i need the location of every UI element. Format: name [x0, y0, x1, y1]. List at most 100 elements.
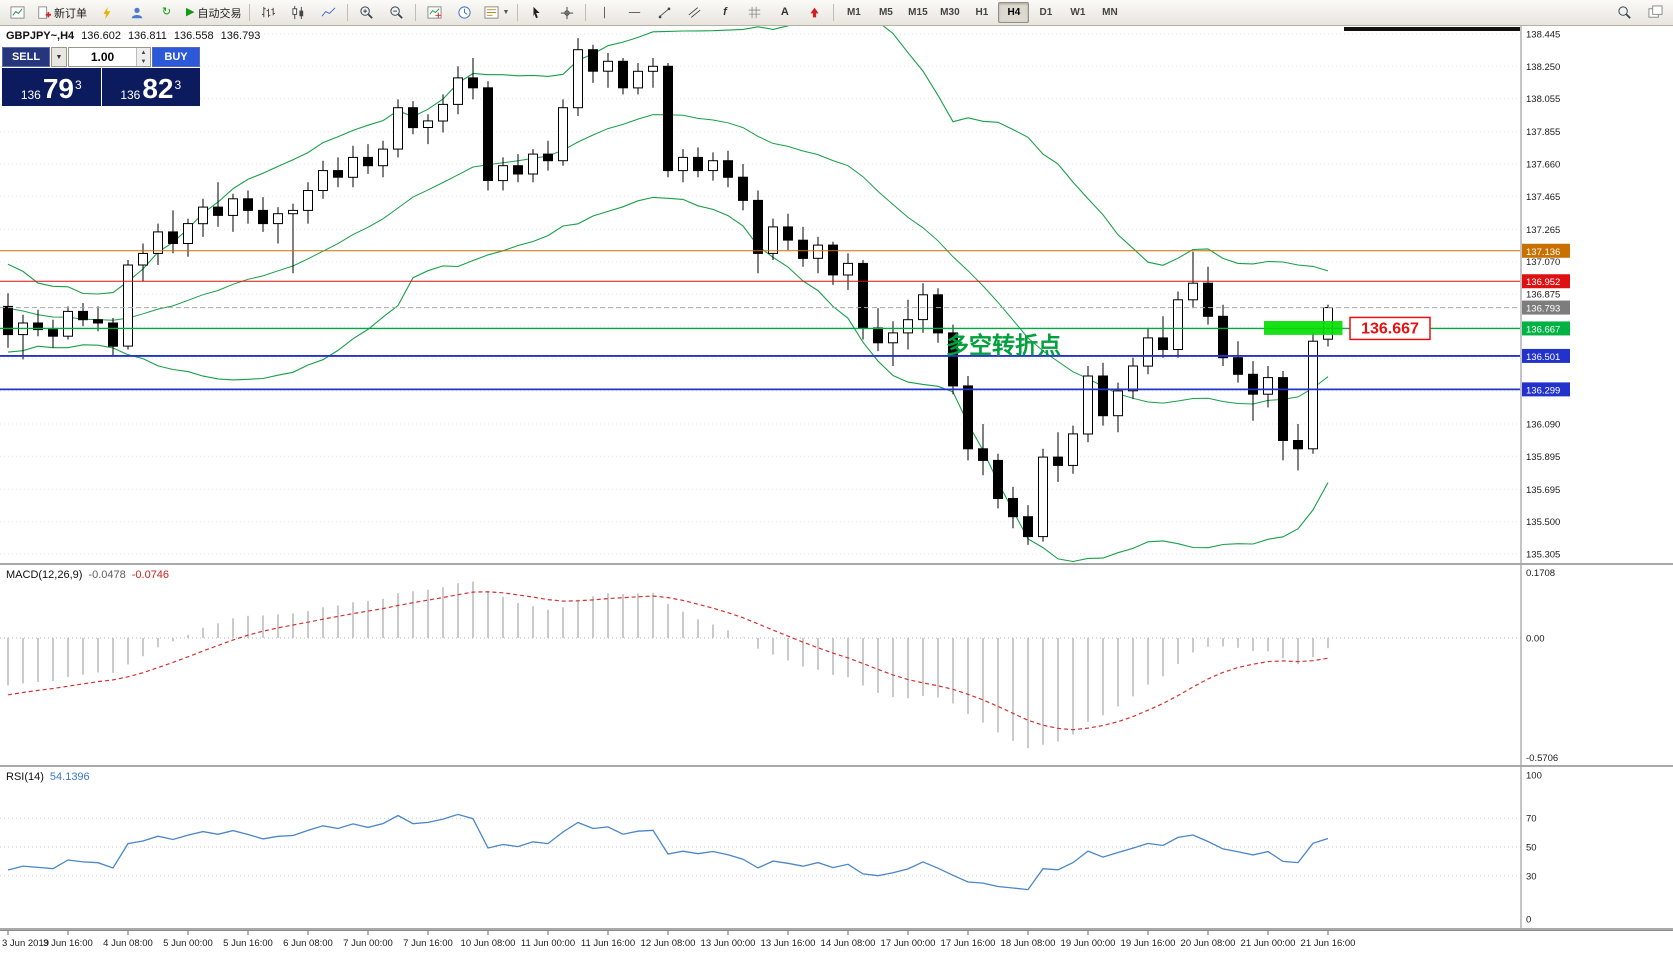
candle-body — [1053, 456, 1063, 466]
bid-big: 79 — [42, 73, 74, 105]
panel-splitter[interactable] — [0, 928, 1673, 930]
candle-body — [93, 319, 103, 324]
candle-body — [618, 60, 628, 89]
candle-body — [573, 49, 583, 109]
candle-body — [198, 206, 208, 225]
candle-body — [693, 156, 703, 172]
autotrading-label: 自动交易 — [197, 7, 242, 20]
fibonacci-tool[interactable]: f — [710, 1, 739, 24]
volume-field[interactable]: 1.00 ▲ ▼ — [68, 47, 151, 67]
arrows-tool[interactable] — [800, 1, 829, 24]
candle-body — [588, 49, 598, 72]
ask-small: 136 — [120, 88, 141, 102]
sell-button[interactable]: SELL — [2, 47, 50, 67]
timeframe-mn[interactable]: MN — [1102, 7, 1118, 18]
candle-body — [663, 65, 673, 172]
channel-icon — [688, 7, 701, 18]
rsi-panel[interactable]: 100 70 50 30 0 — [0, 767, 1673, 928]
data-window-button[interactable] — [1641, 1, 1670, 24]
trendline-tool[interactable] — [650, 1, 679, 24]
timeframe-m30[interactable]: M30 — [940, 7, 960, 18]
candle-body — [678, 156, 688, 172]
time-axis-label: 11 Jun 00:00 — [521, 938, 575, 949]
candle-body — [1293, 440, 1303, 450]
clock-icon — [458, 6, 472, 19]
periods-button[interactable] — [450, 1, 479, 24]
crosshair-tool-button[interactable] — [552, 1, 581, 24]
cursor-tool-button[interactable] — [522, 1, 551, 24]
spinner-up-icon[interactable]: ▲ — [137, 48, 150, 57]
candle-body — [798, 239, 808, 259]
zoom-out-icon — [390, 6, 404, 19]
price-badge-text: 137.136 — [1526, 247, 1560, 258]
spinner-down-icon[interactable]: ▼ — [137, 57, 150, 66]
time-axis-label: 4 Jun 08:00 — [103, 938, 153, 949]
vertical-line-tool[interactable] — [590, 1, 619, 24]
high-value: 136.811 — [127, 30, 167, 42]
timeframe-m5[interactable]: M5 — [878, 7, 893, 18]
autotrading-button[interactable]: ▶ 自动交易 — [182, 1, 245, 24]
line-chart-button[interactable] — [314, 1, 343, 24]
grid-tool[interactable] — [740, 1, 769, 24]
timeframe-m15[interactable]: M15 — [908, 7, 928, 18]
buy-button[interactable]: BUY — [152, 47, 200, 67]
price-axis-label: 137.465 — [1526, 192, 1560, 203]
zoom-out-button[interactable] — [382, 1, 411, 24]
ask-price-display[interactable]: 136 82 3 — [101, 68, 200, 106]
timeframe-h1[interactable]: H1 — [975, 7, 989, 18]
candle-body — [768, 226, 778, 254]
timeframe-w1[interactable]: W1 — [1070, 7, 1086, 18]
indicators-button[interactable] — [420, 1, 449, 24]
candle-body — [1038, 456, 1048, 538]
new-chart-button[interactable] — [3, 1, 32, 24]
candle-body — [123, 264, 133, 347]
time-axis-label: 5 Jun 00:00 — [163, 938, 213, 949]
time-axis-label: 19 Jun 00:00 — [1061, 938, 1116, 949]
channel-tool[interactable] — [680, 1, 709, 24]
macd-axis-bottom: -0.5706 — [1526, 753, 1558, 764]
candle-body — [1248, 373, 1258, 395]
timeframe-m1[interactable]: M1 — [846, 7, 861, 18]
candle-body — [1308, 340, 1318, 450]
candle-body — [738, 176, 748, 201]
panel-splitter[interactable] — [0, 563, 1673, 565]
dropdown-icon: ▼ — [502, 9, 510, 16]
candle-body — [513, 165, 523, 175]
candle-body — [933, 294, 943, 334]
volume-spinner[interactable]: ▲ ▼ — [136, 48, 150, 66]
bar-chart-button[interactable] — [254, 1, 283, 24]
order-type-dropdown[interactable]: ▼ — [51, 47, 67, 67]
new-order-button[interactable]: 新订单 — [33, 1, 91, 24]
refresh-button[interactable]: ↻ — [152, 1, 181, 24]
chart-scrollbar-thumb[interactable] — [1344, 27, 1520, 31]
profile-button[interactable] — [122, 1, 151, 24]
candlestick-chart-button[interactable] — [284, 1, 313, 24]
text-tool[interactable]: A — [770, 1, 799, 24]
timeframe-h4[interactable]: H4 — [998, 2, 1030, 23]
time-axis-label: 17 Jun 00:00 — [881, 938, 936, 949]
volume-value[interactable]: 1.00 — [90, 50, 115, 64]
rsi-header: RSI(14) 54.1396 — [6, 771, 90, 783]
turning-point-annotation[interactable]: 多空转折点 — [946, 332, 1061, 358]
lightning-icon — [103, 6, 110, 19]
horizontal-line-tool[interactable] — [620, 1, 649, 24]
price-label-box[interactable] — [1349, 316, 1431, 341]
candle-body — [1158, 337, 1168, 350]
vertical-line-icon — [604, 6, 606, 19]
panel-splitter[interactable] — [0, 765, 1673, 767]
templates-button[interactable]: ▼ — [480, 1, 513, 24]
search-button[interactable] — [1610, 1, 1639, 24]
compile-button[interactable] — [92, 1, 121, 24]
macd-panel[interactable]: 0.1708 0.00 -0.5706 — [0, 565, 1673, 765]
timeframe-d1[interactable]: D1 — [1039, 7, 1053, 18]
zoom-in-button[interactable] — [352, 1, 381, 24]
candle-body — [603, 60, 613, 72]
bid-price-display[interactable]: 136 79 3 — [2, 68, 101, 106]
candle-body — [183, 223, 193, 245]
indicators-icon — [427, 6, 442, 19]
time-axis-label: 19 Jun 16:00 — [1121, 938, 1176, 949]
bollinger-upper-band — [7, 26, 1329, 295]
highlight-rectangle[interactable] — [1264, 321, 1343, 335]
price-chart[interactable]: 多空转折点 136.667 138.445 138.250 138.055 137.855… — [0, 26, 1673, 563]
